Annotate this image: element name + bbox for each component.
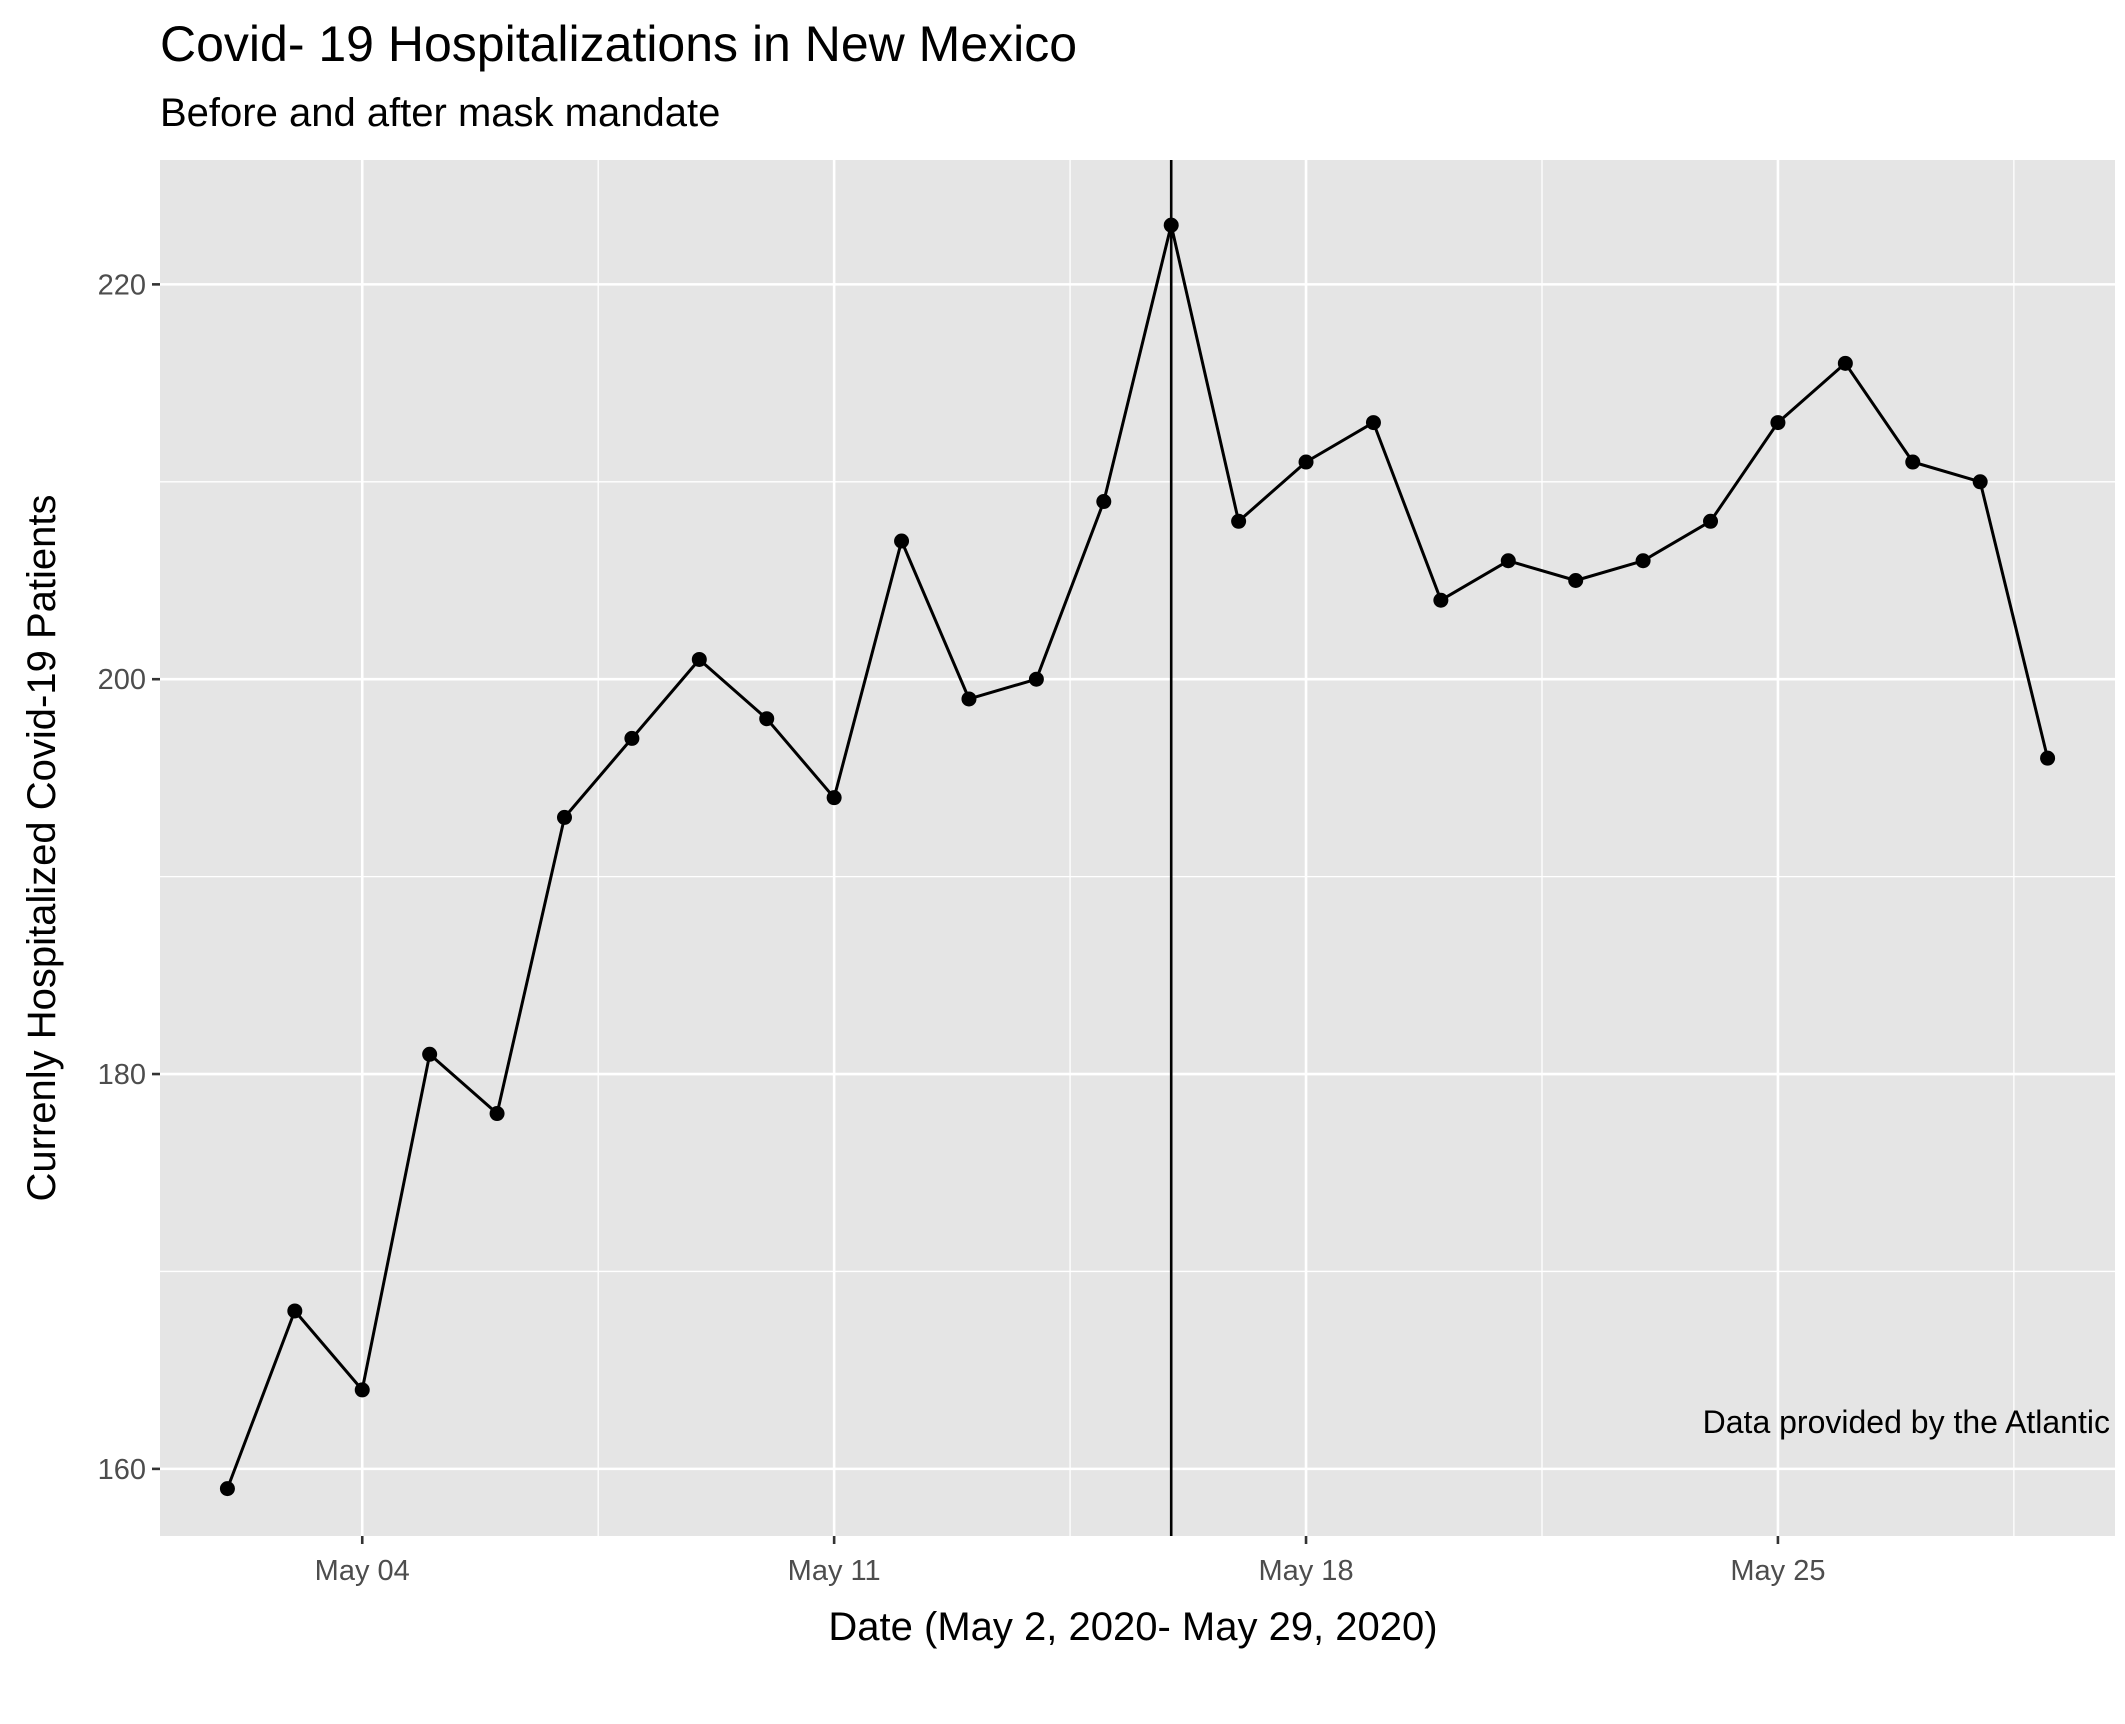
x-tick-label: May 04 xyxy=(315,1555,410,1587)
y-tick-label: 200 xyxy=(98,664,146,696)
y-tick-label: 160 xyxy=(98,1454,146,1486)
axes-layer: 160 180 200 220 May 04 May 11 May 18 May 25 xyxy=(98,269,1826,1587)
data-point xyxy=(1837,355,1853,371)
data-point xyxy=(1365,415,1381,431)
grid-major xyxy=(160,160,2115,1536)
y-tick-label: 180 xyxy=(98,1059,146,1091)
data-point xyxy=(1231,513,1247,529)
data-point xyxy=(624,730,640,746)
data-point xyxy=(2040,750,2056,766)
data-point xyxy=(219,1481,235,1497)
data-point xyxy=(556,809,572,825)
grid-minor xyxy=(160,160,2115,1536)
data-point xyxy=(1635,553,1651,569)
data-point xyxy=(1500,553,1516,569)
chart-title: Covid- 19 Hospitalizations in New Mexico xyxy=(160,16,1078,72)
data-point xyxy=(354,1382,370,1398)
data-point xyxy=(1163,217,1179,233)
data-point xyxy=(422,1046,438,1062)
data-point xyxy=(1298,454,1314,470)
x-tick-label: May 18 xyxy=(1258,1555,1353,1587)
data-point xyxy=(894,533,910,549)
data-point xyxy=(691,651,707,667)
data-point xyxy=(1905,454,1921,470)
y-axis-title: Currenly Hospitalized Covid-19 Patients xyxy=(20,495,64,1202)
series-layer xyxy=(219,217,2056,1497)
x-tick-label: May 25 xyxy=(1730,1555,1825,1587)
x-tick-label: May 11 xyxy=(788,1555,881,1587)
data-point xyxy=(489,1106,505,1122)
data-point xyxy=(287,1303,303,1319)
data-point xyxy=(1972,474,1988,490)
series-line xyxy=(225,223,2050,1490)
chart-caption: Data provided by the Atlantic xyxy=(1702,1404,2110,1440)
data-point xyxy=(1433,592,1449,608)
x-axis-title: Date (May 2, 2020- May 29, 2020) xyxy=(828,1605,1437,1649)
data-point xyxy=(1770,415,1786,431)
data-point xyxy=(1703,513,1719,529)
data-point xyxy=(1028,671,1044,687)
y-tick-label: 220 xyxy=(98,269,146,301)
chart-subtitle: Before and after mask mandate xyxy=(160,91,721,135)
data-point xyxy=(759,711,775,727)
data-point xyxy=(1096,494,1112,510)
data-point xyxy=(961,691,977,707)
data-point xyxy=(826,790,842,806)
plot-panel xyxy=(160,160,2115,1536)
data-point xyxy=(1568,572,1584,588)
